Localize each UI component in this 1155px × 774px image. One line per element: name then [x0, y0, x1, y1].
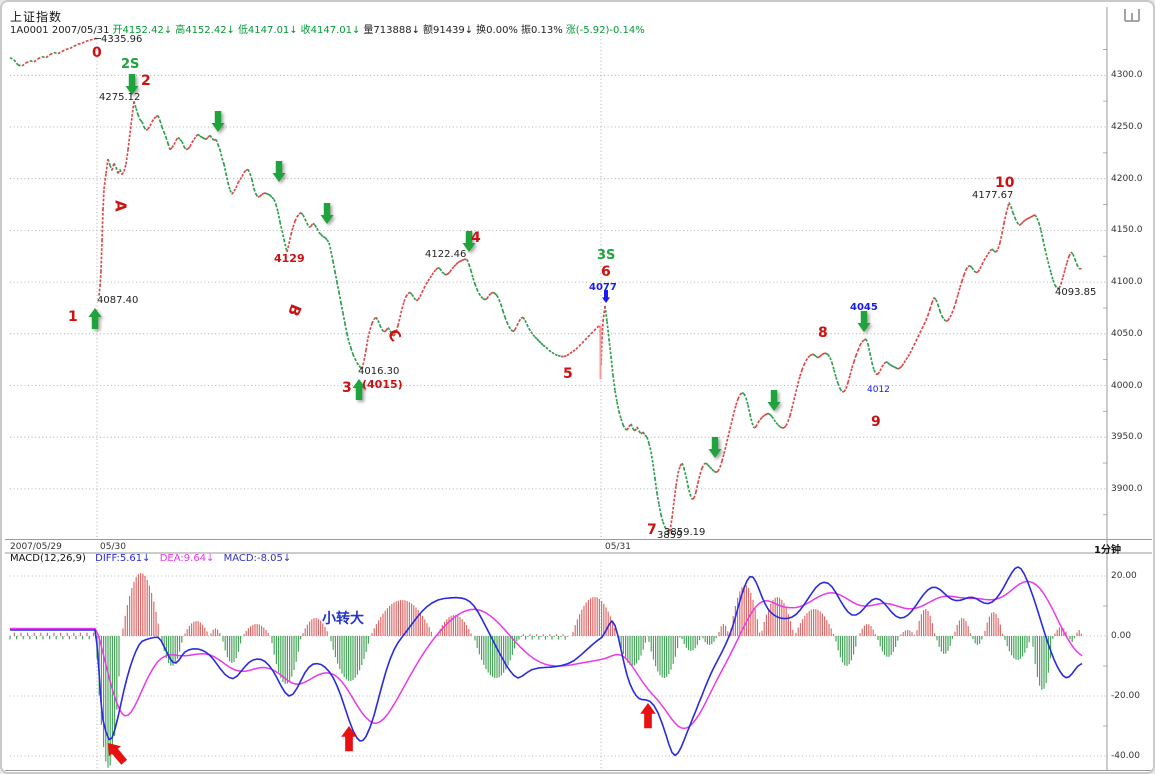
signal-arrow-up-green-price — [352, 379, 366, 400]
signal-arrow-down-green-price — [320, 203, 334, 224]
macd-header: MACD(12,26,9) DIFF:5.61↓ DEA:9.64↓ MACD:… — [10, 553, 297, 564]
signal-arrow-down-green-price — [462, 231, 476, 252]
signal-arrow-down-blue-price — [601, 289, 611, 303]
quote-field: 收4147.01↓ — [300, 25, 361, 36]
price-line-down — [9, 51, 1080, 533]
quote-field: 低4147.01↓ — [237, 25, 298, 36]
signal-arrow-up-red-macd — [640, 703, 656, 729]
symbol-date: 1A0001 2007/05/31 — [10, 25, 110, 36]
signal-arrow-down-green-price — [767, 390, 781, 411]
price-plot-area[interactable] — [10, 32, 1107, 539]
signal-arrow-up-green-price — [88, 308, 102, 329]
macd-dea-label: DEA:9.64↓ — [159, 553, 215, 564]
macd-value-label: MACD:-8.05↓ — [223, 553, 292, 564]
panel-icon[interactable] — [1122, 8, 1142, 24]
signal-arrow-up-red-macd — [108, 743, 128, 765]
signal-arrow-down-green-price — [272, 161, 286, 182]
quote-bar: 1A0001 2007/05/31 开4152.42↓ 高4152.42↓ 低4147… — [10, 21, 651, 36]
quote-field: 换0.00% — [476, 25, 518, 36]
quote-field: 开4152.42↓ — [112, 25, 173, 36]
signal-arrow-up-red-macd — [341, 726, 357, 752]
quote-field: 量713888↓ — [363, 25, 420, 36]
signal-arrow-down-green-price — [708, 437, 722, 458]
signal-arrow-down-green-price — [125, 74, 139, 95]
signal-arrow-down-green-price — [857, 311, 871, 332]
quote-field: 振0.13% — [520, 25, 563, 36]
quote-field: 高4152.42↓ — [175, 25, 235, 36]
page-title: 上证指数 — [10, 10, 63, 24]
signal-arrow-down-green-price — [211, 111, 225, 132]
macd-diff-label: DIFF:5.61↓ — [95, 553, 151, 564]
price-line-up — [21, 37, 1082, 532]
macd-params-label: MACD(12,26,9) — [10, 553, 86, 564]
macd-dea-line — [10, 580, 1083, 730]
macd-diff-line — [10, 566, 1083, 757]
quote-fields: 开4152.42↓ 高4152.42↓ 低4147.01↓ 收4147.01↓ 量713… — [112, 25, 647, 36]
quote-field: 涨(-5.92)-0.14% — [565, 25, 645, 36]
period-selector[interactable]: 1分钟 — [1094, 545, 1121, 556]
quote-field: 额91439↓ — [422, 25, 474, 36]
macd-plot-area[interactable] — [10, 562, 1107, 770]
